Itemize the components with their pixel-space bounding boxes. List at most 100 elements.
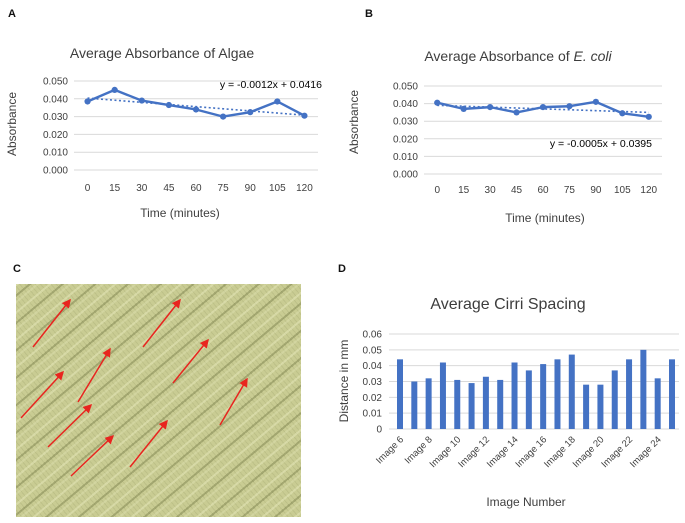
x-tick-label: 105 xyxy=(614,185,631,196)
bar xyxy=(397,359,403,429)
data-point-marker xyxy=(645,113,652,120)
y-axis-title: Absorbance xyxy=(5,92,19,156)
data-point-marker xyxy=(192,106,200,113)
measurement-arrow xyxy=(142,298,181,348)
chart-title: Average Cirri Spacing xyxy=(430,296,585,313)
y-tick-label: 0.05 xyxy=(363,345,383,356)
x-tick-label: 0 xyxy=(85,183,91,194)
y-axis-title: Absorbance xyxy=(347,90,361,154)
measurement-arrow xyxy=(129,419,168,468)
x-tick-label: 45 xyxy=(163,183,175,194)
measurement-arrow xyxy=(20,370,65,419)
bar xyxy=(439,362,446,429)
data-point-marker xyxy=(111,86,118,93)
measurement-arrow xyxy=(77,347,111,403)
x-tick-label: 75 xyxy=(564,185,576,196)
x-tick-label: 30 xyxy=(485,185,497,196)
data-point-marker xyxy=(247,109,254,116)
x-tick-label: 15 xyxy=(458,185,470,196)
panel-b: B 0.000 0.010 0.020 0.030 0.040 0.050 0 15 30 45 6… xyxy=(342,0,685,240)
y-tick-label: 0.040 xyxy=(43,94,68,105)
panel-b-label: B xyxy=(365,8,373,20)
data-point-marker xyxy=(84,98,91,105)
data-point-marker xyxy=(487,104,494,111)
x-axis-title: Image Number xyxy=(486,495,565,509)
data-point-marker xyxy=(165,101,172,109)
y-tick-label: 0.010 xyxy=(43,148,68,159)
measurement-arrow xyxy=(70,434,115,477)
y-tick-label: 0.06 xyxy=(363,330,383,341)
data-point-marker xyxy=(274,98,281,105)
data-point-marker xyxy=(619,110,626,117)
x-axis-title: Time (minutes) xyxy=(140,206,220,220)
data-point-marker xyxy=(460,105,467,112)
x-tick-label: 45 xyxy=(511,185,523,196)
y-tick-label: 0.050 xyxy=(43,77,68,88)
x-tick-label: Image 24 xyxy=(628,434,664,470)
ecoli-absorbance-line-chart: 0.000 0.010 0.020 0.030 0.040 0.050 0 15 30 45 60 7… xyxy=(347,48,662,225)
y-tick-label: 0.010 xyxy=(393,152,418,163)
data-point-marker xyxy=(566,103,573,110)
measurement-arrow xyxy=(47,403,93,448)
chart-title: Average Absorbance of E. coli xyxy=(424,48,612,64)
y-axis-title: Distance in mm xyxy=(337,340,351,423)
x-tick-label: 105 xyxy=(269,183,286,194)
data-point-marker xyxy=(138,97,145,104)
y-tick-label: 0.01 xyxy=(363,409,383,420)
y-tick-label: 0.04 xyxy=(363,361,383,372)
x-tick-label: Image 6 xyxy=(374,434,406,466)
x-tick-label: 75 xyxy=(218,183,230,194)
data-point-marker xyxy=(539,104,547,111)
bar xyxy=(626,359,633,429)
trendline xyxy=(437,104,649,114)
chart-title: Average Absorbance of Algae xyxy=(70,45,254,61)
y-tick-label: 0.040 xyxy=(393,99,418,110)
x-tick-label: 120 xyxy=(640,185,657,196)
bar xyxy=(568,354,575,429)
y-tick-label: 0.020 xyxy=(393,134,418,145)
measurement-arrow xyxy=(219,377,248,426)
bar xyxy=(525,370,532,429)
bar xyxy=(425,378,432,429)
bar xyxy=(640,349,647,429)
bar xyxy=(454,379,461,429)
y-tick-label: 0.000 xyxy=(43,166,68,177)
trendline-equation: y = -0.0012x + 0.0416 xyxy=(220,79,322,91)
bar xyxy=(554,359,561,429)
measurement-arrow xyxy=(32,298,71,348)
data-point-marker xyxy=(513,109,520,116)
bar xyxy=(654,378,661,429)
y-tick-label: 0.050 xyxy=(393,82,418,93)
trendline-equation: y = -0.0005x + 0.0395 xyxy=(550,138,652,150)
bar xyxy=(540,364,547,429)
x-tick-label: 15 xyxy=(109,183,121,194)
y-tick-label: 0 xyxy=(376,425,382,436)
y-tick-label: 0.000 xyxy=(393,170,418,181)
bar xyxy=(597,384,604,429)
panel-d: D 0 0.01 0.02 0.03 0.04 0.05 0.06 Image 6 Image … xyxy=(336,255,685,523)
bar xyxy=(497,379,504,429)
measurement-arrow xyxy=(172,338,209,384)
data-point-marker xyxy=(301,112,308,119)
bar xyxy=(511,362,518,429)
x-tick-label: 60 xyxy=(537,185,549,196)
x-tick-label: 90 xyxy=(590,185,602,196)
panel-a-label: A xyxy=(8,8,16,20)
data-point-marker xyxy=(592,98,599,105)
data-point-marker xyxy=(434,99,441,106)
data-point-marker xyxy=(220,113,227,120)
y-tick-label: 0.02 xyxy=(363,393,383,404)
x-tick-label: 0 xyxy=(434,185,440,196)
bar xyxy=(669,359,675,429)
x-tick-label: 30 xyxy=(136,183,148,194)
y-tick-label: 0.020 xyxy=(43,130,68,141)
y-tick-label: 0.030 xyxy=(43,112,68,123)
cirri-micrograph-image xyxy=(16,284,301,517)
panel-c-label: C xyxy=(13,263,21,275)
y-tick-label: 0.030 xyxy=(393,117,418,128)
algae-absorbance-line-chart: 0.000 0.010 0.020 0.030 0.040 0.050 0 15 30 45 60 7… xyxy=(5,45,322,220)
panel-a: A 0.000 0.010 0.020 0.030 0.040 0.050 0 15 30 45 6… xyxy=(0,0,342,240)
bar xyxy=(482,376,489,429)
